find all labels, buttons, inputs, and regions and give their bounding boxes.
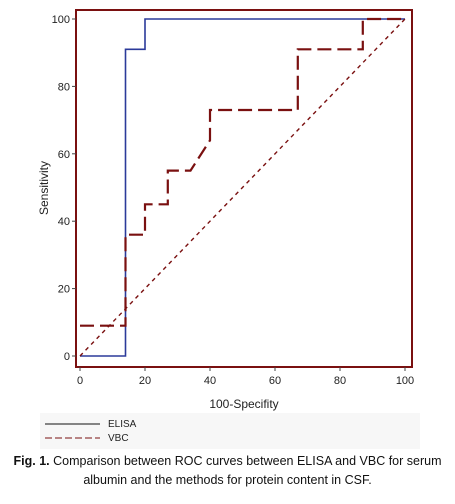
x-tick-label: 0 bbox=[77, 375, 83, 387]
roc-chart: 0 20 40 60 80 100 0 20 40 60 80 100 100-Specifity S… bbox=[37, 9, 420, 449]
x-tick-label: 100 bbox=[396, 375, 414, 387]
series-line-vbc bbox=[80, 17, 405, 327]
x-tick-label: 60 bbox=[269, 375, 281, 387]
y-tick-label: 0 bbox=[64, 351, 70, 363]
y-tick-label: 60 bbox=[58, 149, 70, 161]
y-tick-label: 40 bbox=[58, 216, 70, 228]
legend: ELISA VBC bbox=[40, 413, 420, 449]
x-tick-label: 40 bbox=[204, 375, 216, 387]
caption-label: Fig. 1. bbox=[13, 454, 50, 468]
y-tick-label: 100 bbox=[52, 14, 70, 26]
tick-labels: 0 20 40 60 80 100 0 20 40 60 80 100 bbox=[52, 14, 415, 387]
legend-label: ELISA bbox=[108, 419, 137, 430]
legend-box bbox=[40, 413, 420, 449]
series-lines bbox=[79, 17, 406, 357]
x-tick-label: 20 bbox=[139, 375, 151, 387]
axes bbox=[75, 9, 413, 368]
plot-frame bbox=[75, 9, 413, 368]
x-tick-label: 80 bbox=[334, 375, 346, 387]
series-line-elisa bbox=[80, 18, 405, 357]
legend-label: VBC bbox=[108, 433, 129, 444]
series-line-reference bbox=[79, 18, 406, 357]
y-tick-label: 80 bbox=[58, 81, 70, 93]
y-tick-label: 20 bbox=[58, 284, 70, 296]
y-axis-label: Sensitivity bbox=[37, 161, 51, 215]
caption-text: Comparison between ROC curves between EL… bbox=[49, 454, 442, 487]
x-axis-label: 100-Specifity bbox=[209, 397, 278, 411]
figure-caption: Fig. 1. Comparison between ROC curves be… bbox=[0, 452, 455, 490]
